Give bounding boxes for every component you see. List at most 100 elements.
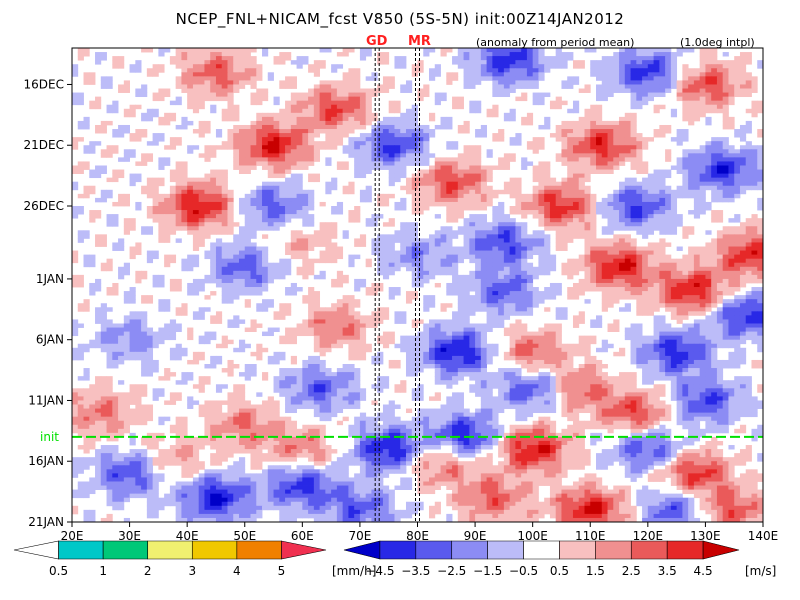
field-cell — [198, 197, 205, 203]
field-cell — [365, 287, 372, 292]
field-cell — [198, 234, 205, 239]
field-cell — [601, 161, 608, 166]
field-cell — [642, 307, 649, 312]
field-cell — [135, 137, 142, 142]
field-cell — [181, 76, 188, 81]
field-cell — [630, 112, 637, 118]
field-cell — [665, 278, 672, 284]
field-cell — [607, 303, 614, 308]
field-cell — [135, 92, 142, 98]
field-cell — [187, 287, 194, 292]
field-cell — [469, 307, 476, 312]
field-cell — [215, 238, 223, 243]
field-cell — [273, 149, 280, 154]
field-cell — [636, 307, 643, 312]
field-cell — [262, 307, 269, 312]
field-cell — [653, 104, 660, 110]
field-cell — [659, 222, 666, 227]
field-cell — [682, 177, 689, 183]
field-cell — [215, 56, 223, 61]
field-cell — [555, 201, 562, 207]
field-cell — [642, 303, 649, 308]
field-cell — [739, 64, 747, 69]
field-cell — [169, 100, 177, 106]
field-cell — [331, 141, 338, 146]
field-cell — [734, 319, 741, 324]
field-cell — [354, 287, 361, 292]
field-cell — [164, 307, 171, 312]
field-cell — [400, 258, 407, 264]
field-cell — [244, 291, 251, 296]
field-cell — [440, 169, 447, 174]
field-cell — [152, 64, 159, 69]
field-cell — [72, 282, 79, 288]
field-cell — [250, 291, 257, 296]
field-cell — [509, 80, 516, 85]
field-cell — [665, 129, 672, 134]
field-cell — [619, 124, 626, 130]
field-cell — [405, 120, 413, 126]
field-cell — [642, 230, 649, 235]
field-cell — [521, 161, 528, 166]
field-cell — [469, 173, 476, 179]
field-cell — [129, 218, 136, 223]
field-cell — [693, 307, 701, 312]
field-cell — [555, 282, 562, 288]
field-cell — [630, 270, 637, 276]
field-cell — [158, 210, 165, 215]
field-cell — [584, 173, 591, 179]
field-cell — [411, 133, 418, 138]
field-cell — [475, 153, 482, 158]
field-cell — [624, 157, 631, 162]
field-cell — [175, 181, 182, 187]
field-cell — [469, 145, 476, 150]
field-cell — [699, 173, 706, 179]
field-cell — [204, 72, 211, 77]
field-cell — [446, 197, 453, 203]
field-cell — [400, 133, 407, 138]
field-cell — [256, 307, 263, 312]
field-cell — [498, 137, 505, 142]
field-cell — [210, 206, 217, 211]
field-cell — [705, 282, 712, 288]
field-cell — [319, 64, 326, 69]
field-cell — [233, 242, 240, 247]
field-cell — [446, 165, 453, 170]
field-cell — [601, 60, 608, 65]
field-cell — [498, 210, 505, 215]
field-cell — [503, 254, 511, 260]
field-cell — [486, 60, 493, 65]
field-cell — [739, 250, 747, 256]
field-cell — [342, 108, 349, 114]
field-cell — [359, 88, 367, 93]
field-cell — [446, 141, 453, 146]
field-cell — [400, 157, 407, 162]
field-cell — [469, 226, 476, 231]
field-cell — [555, 315, 562, 320]
field-cell — [578, 145, 585, 150]
field-cell — [544, 189, 551, 195]
field-cell — [244, 76, 251, 81]
field-cell — [728, 157, 735, 162]
field-cell — [95, 311, 102, 316]
field-cell — [141, 185, 148, 191]
field-cell — [590, 133, 597, 138]
field-cell — [215, 60, 223, 65]
field-cell — [463, 323, 470, 328]
field-cell — [83, 52, 90, 57]
field-cell — [624, 226, 631, 231]
field-cell — [682, 165, 689, 170]
field-cell — [619, 185, 626, 191]
field-cell — [446, 189, 453, 195]
field-cell — [584, 145, 591, 150]
field-cell — [572, 100, 580, 106]
field-cell — [728, 124, 735, 130]
field-cell — [434, 254, 441, 260]
field-cell — [227, 323, 234, 328]
field-cell — [607, 124, 614, 130]
field-cell — [106, 319, 113, 324]
field-cell — [273, 161, 280, 166]
field-cell — [210, 92, 217, 98]
field-cell — [699, 303, 706, 308]
field-cell — [601, 262, 608, 268]
